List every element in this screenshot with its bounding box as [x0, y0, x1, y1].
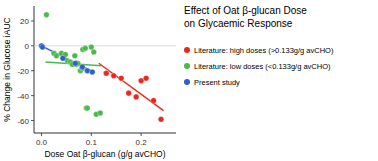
legend-label: Literature: low doses (<0.133g/g avCHO) [194, 62, 331, 71]
trend-line [41, 46, 93, 72]
legend-swatch [184, 79, 190, 85]
title: Effect of Oat β-glucan Dose [184, 5, 307, 16]
point [88, 44, 94, 50]
point [151, 98, 157, 104]
trend-line [99, 63, 164, 110]
y-axis-label: % Change in Glucose iAUC [2, 17, 12, 121]
x-axis-label: Dose Oat β-glucan (g/g avCHO) [44, 149, 165, 159]
point [83, 46, 89, 52]
point [54, 53, 60, 59]
title: on Glycaemic Response [184, 18, 293, 29]
point [138, 78, 144, 84]
point [80, 64, 86, 70]
plot-area [34, 12, 176, 122]
y-tick-label: -40 [17, 92, 29, 101]
legend-swatch [184, 47, 190, 53]
x-tick-label: 0.0 [36, 138, 48, 147]
point [60, 55, 66, 61]
y-tick-label: -60 [17, 117, 29, 126]
x-tick-label: 0.2 [136, 138, 148, 147]
point [44, 12, 50, 18]
y-tick-label: 20 [20, 17, 29, 26]
point [143, 75, 149, 81]
x-tick-label: 0.1 [86, 138, 98, 147]
point [103, 70, 109, 76]
point [85, 68, 91, 74]
point [40, 44, 46, 50]
legend-swatch [184, 63, 190, 69]
y-axis-line [34, 6, 35, 133]
y-tick-label: 0 [25, 42, 30, 51]
point [111, 73, 117, 79]
point [133, 94, 139, 100]
point [84, 105, 90, 111]
chart: 20 0 -20 -40 -60 0.0 0.1 0.2 Dose Oat β-glucan (… [0, 0, 378, 161]
point [89, 69, 95, 75]
point [158, 117, 164, 123]
point [85, 105, 91, 111]
legend-label: Present study [194, 78, 240, 87]
point [97, 110, 103, 116]
legend-label: Literature: high doses (>0.133g/g avCHO) [194, 46, 334, 55]
point [91, 49, 97, 55]
y-tick-label: -20 [17, 67, 29, 76]
point [73, 60, 79, 66]
point [72, 53, 78, 59]
point [118, 75, 124, 81]
point [126, 90, 132, 96]
x-axis-line [34, 133, 176, 134]
reference-line [34, 45, 176, 46]
